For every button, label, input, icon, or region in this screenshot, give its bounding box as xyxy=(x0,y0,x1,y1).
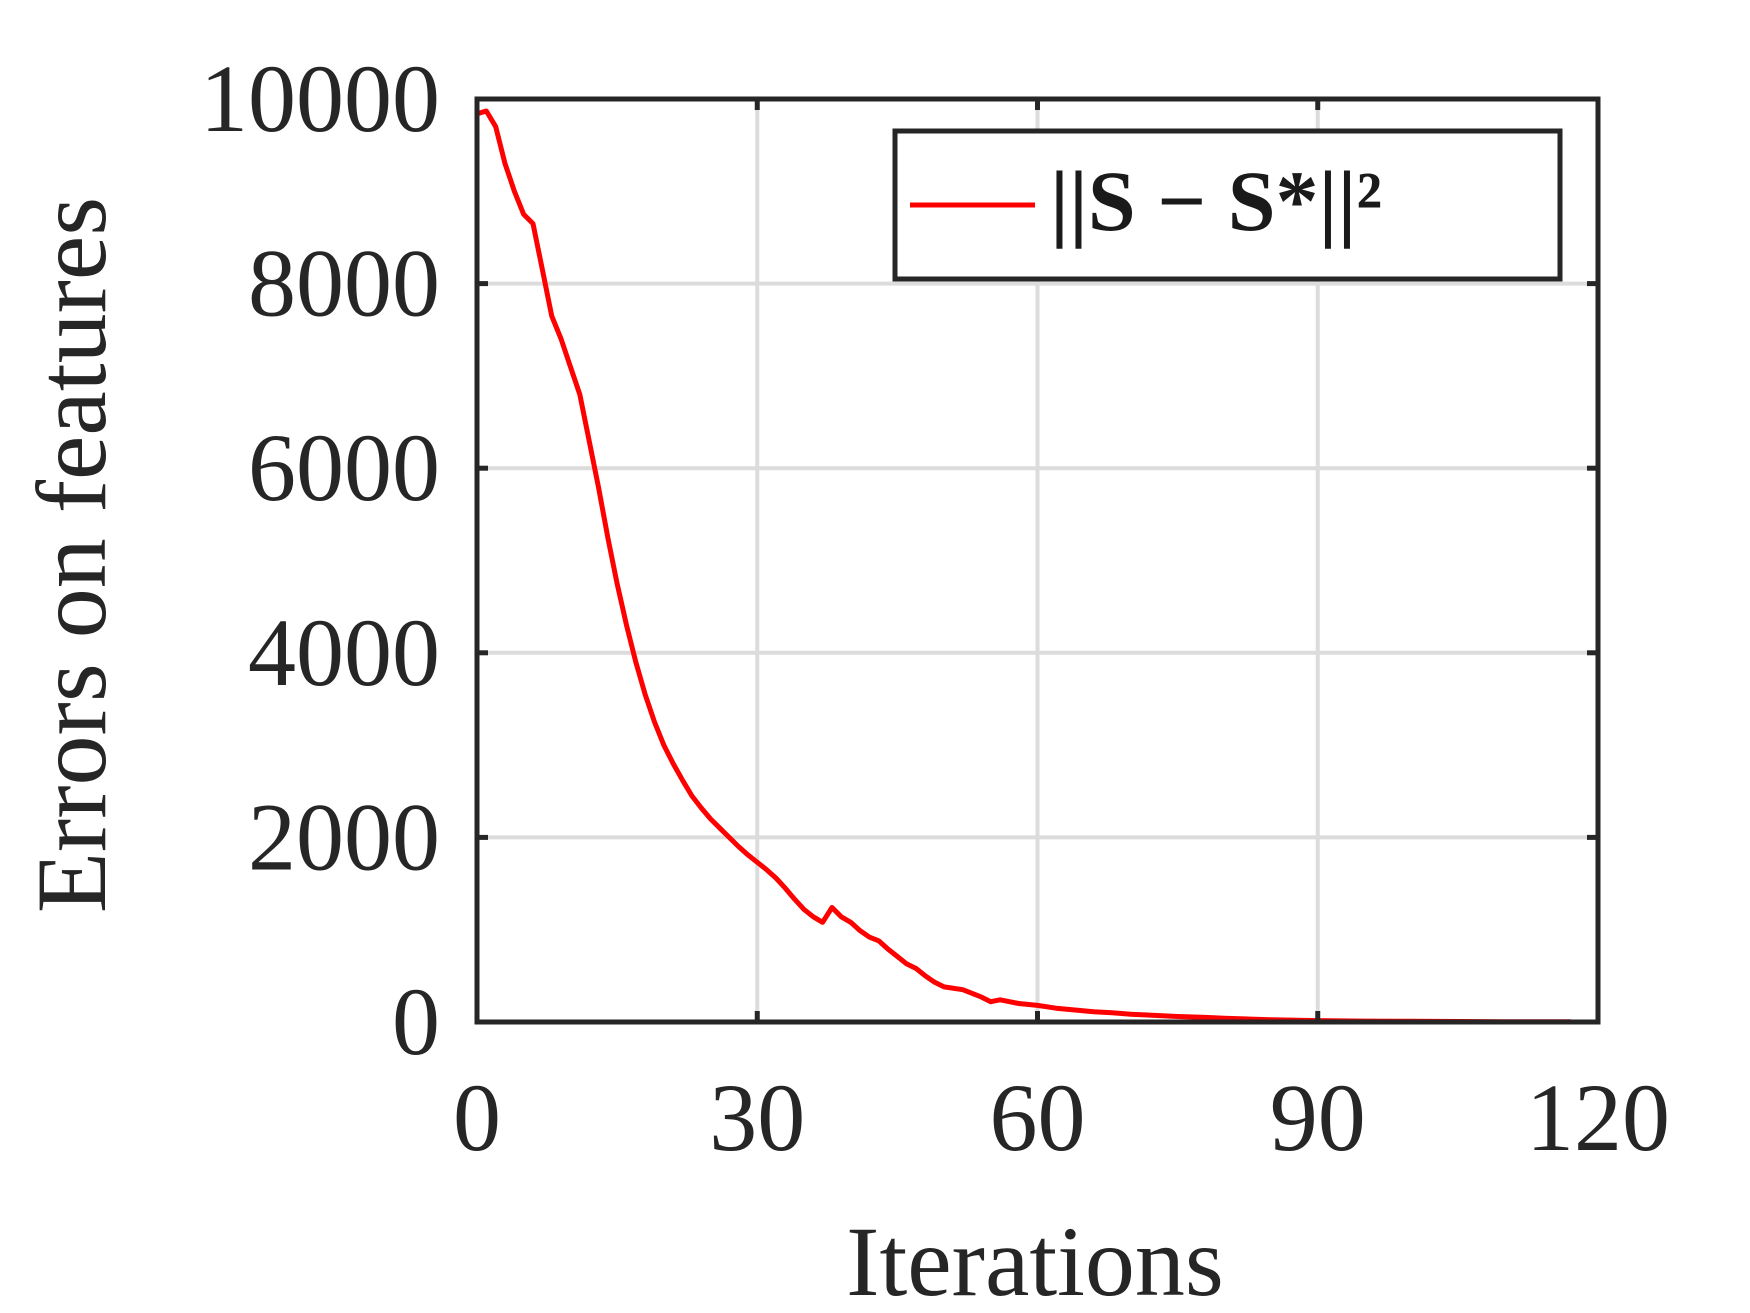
y-axis-label: Errors on features xyxy=(16,197,127,913)
series-layer xyxy=(474,108,1573,1025)
y-tick-label: 4000 xyxy=(248,599,440,706)
series-line-0 xyxy=(474,108,1573,1025)
x-tick-label: 90 xyxy=(1270,1064,1366,1171)
x-tick-label: 120 xyxy=(1526,1064,1670,1171)
y-tick-label: 10000 xyxy=(200,45,440,152)
tick-labels: 0 30 60 90 120 0 2000 4000 6000 8000 10000 xyxy=(200,45,1670,1171)
y-tick-label: 6000 xyxy=(248,414,440,521)
legend-label: ||S − S*||² xyxy=(1050,153,1382,249)
axes-frame xyxy=(474,96,1601,1025)
legend: ||S − S*||² xyxy=(892,128,1563,282)
x-tick-label: 0 xyxy=(453,1064,501,1171)
y-tick-label: 0 xyxy=(392,968,440,1075)
y-tick-label: 8000 xyxy=(248,230,440,337)
x-tick-label: 30 xyxy=(709,1064,805,1171)
x-tick-label: 60 xyxy=(990,1064,1086,1171)
y-tick-label: 2000 xyxy=(248,783,440,890)
x-axis-label: Iterations xyxy=(846,1206,1224,1313)
